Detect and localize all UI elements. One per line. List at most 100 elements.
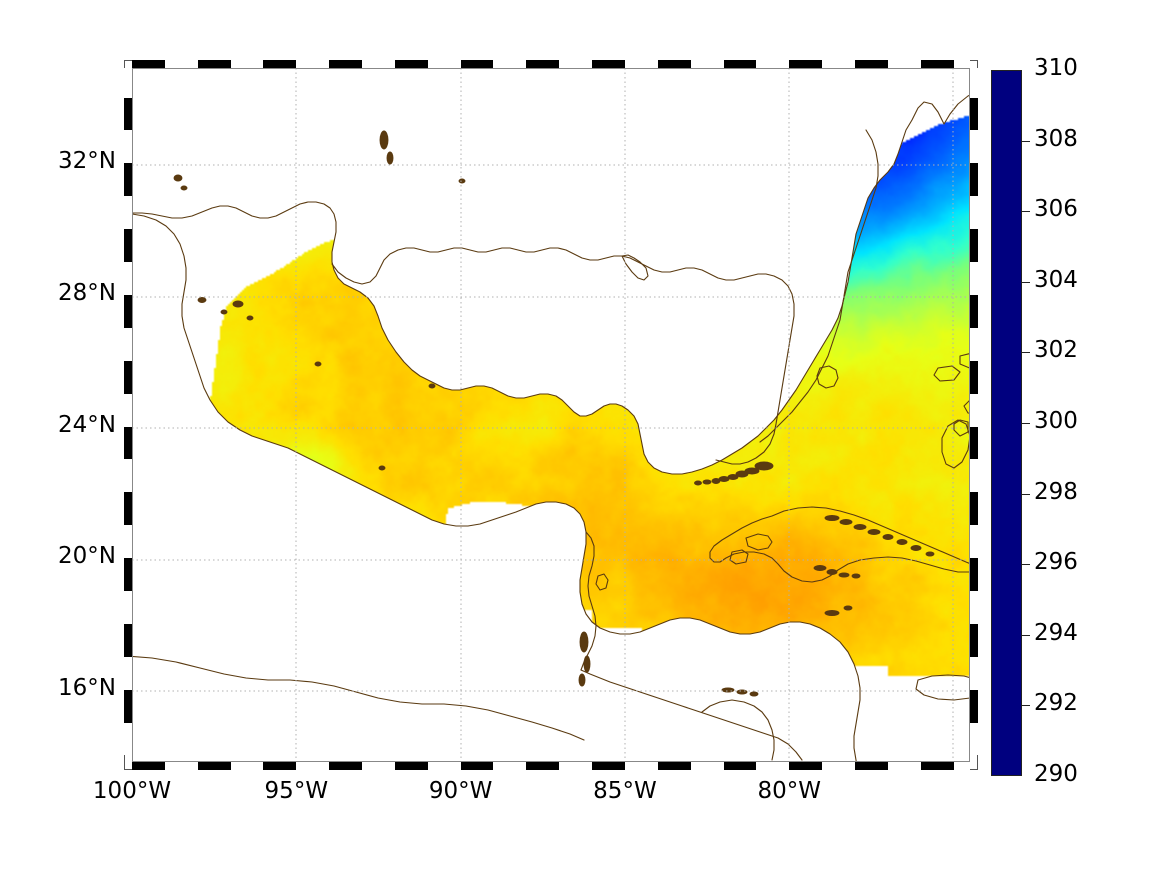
checker-left-0 [124, 722, 132, 756]
checker-left-9 [124, 426, 132, 460]
checker-right-19 [970, 97, 978, 131]
checker-left-12 [124, 327, 132, 361]
checker-left-3 [124, 623, 132, 657]
x-tick-label-4: 80°W [757, 778, 821, 804]
checker-left-18 [124, 130, 132, 164]
checker-left-19 [124, 97, 132, 131]
checker-bottom-19 [756, 762, 790, 770]
checker-bottom-15 [624, 762, 658, 770]
checker-left-13 [124, 294, 132, 328]
checker-top-5 [296, 60, 330, 68]
checker-right-11 [970, 360, 978, 394]
checker-top-4 [263, 60, 297, 68]
y-tick-label-0: 16°N [58, 674, 116, 701]
checker-right-8 [970, 459, 978, 493]
checker-right-4 [970, 590, 978, 624]
x-tick-label-3: 85°W [593, 778, 657, 804]
checker-right-5 [970, 558, 978, 591]
checker-right-6 [970, 525, 978, 559]
checker-left-2 [124, 656, 132, 690]
colorbar-label-304: 304 [1034, 266, 1078, 293]
checker-bottom-21 [822, 762, 855, 770]
checker-top-21 [822, 60, 855, 68]
y-tick-label-1: 20°N [58, 543, 116, 570]
checker-top-23 [887, 60, 921, 68]
checker-bottom-9 [427, 762, 461, 770]
colorbar-label-300: 300 [1034, 408, 1078, 434]
checker-left-17 [124, 163, 132, 197]
checker-left-8 [124, 459, 132, 493]
colorbar[interactable] [991, 70, 1022, 776]
checker-top-14 [592, 60, 625, 68]
colorbar-label-298: 298 [1034, 478, 1078, 505]
checker-bottom-1 [164, 762, 198, 770]
checker-left-15 [124, 229, 132, 263]
checker-bottom-12 [526, 762, 560, 770]
checker-left-6 [124, 525, 132, 559]
y-tick-label-3: 28°N [58, 279, 116, 306]
checker-top-8 [394, 60, 428, 68]
checker-right-0 [970, 722, 978, 756]
checker-right-1 [970, 689, 978, 723]
checker-bottom-4 [263, 762, 297, 770]
checker-bottom-2 [197, 762, 231, 770]
colorbar-tick-298 [1022, 493, 1030, 495]
colorbar-tick-308 [1022, 140, 1030, 142]
colorbar-tick-302 [1022, 352, 1030, 354]
checker-bottom-16 [657, 762, 691, 770]
checker-left-16 [124, 196, 132, 230]
colorbar-tick-300 [1022, 423, 1030, 424]
checker-right-13 [970, 294, 978, 328]
y-tick-label-4: 32°N [58, 148, 116, 175]
checker-bottom-5 [296, 762, 330, 770]
checker-bottom-10 [460, 762, 494, 770]
checker-top-7 [362, 60, 395, 68]
checker-top-18 [723, 60, 757, 68]
x-tick-label-0: 100°W [92, 778, 172, 804]
colorbar-label-296: 296 [1034, 549, 1078, 576]
colorbar-gradient [991, 70, 1022, 776]
colorbar-label-306: 306 [1034, 196, 1078, 223]
checker-bottom-14 [592, 762, 625, 770]
checker-right-17 [970, 163, 978, 197]
checker-right-12 [970, 327, 978, 361]
checker-right-20 [970, 68, 978, 98]
checker-top-3 [230, 60, 264, 68]
checker-bottom-8 [394, 762, 428, 770]
checker-left-14 [124, 262, 132, 295]
colorbar-label-290: 290 [1034, 761, 1078, 787]
checker-bottom-6 [329, 762, 363, 770]
checker-bottom-20 [789, 762, 823, 770]
checker-right-16 [970, 196, 978, 230]
checker-bottom-11 [493, 762, 527, 770]
checker-right-14 [970, 262, 978, 295]
checker-right-18 [970, 130, 978, 164]
checker-right-2 [970, 656, 978, 690]
checker-right-15 [970, 229, 978, 263]
checker-bottom-13 [559, 762, 593, 770]
colorbar-tick-292 [1022, 705, 1030, 707]
checker-top-25 [953, 60, 970, 68]
colorbar-tick-306 [1022, 211, 1030, 213]
checker-left-10 [124, 393, 132, 427]
checker-left-4 [124, 590, 132, 624]
checker-top-13 [559, 60, 593, 68]
checker-bottom-22 [854, 762, 888, 770]
checker-top-1 [164, 60, 198, 68]
checker-top-24 [920, 60, 954, 68]
checker-top-10 [460, 60, 494, 68]
colorbar-label-308: 308 [1034, 125, 1078, 152]
checker-right-10 [970, 393, 978, 427]
x-tick-label-2: 90°W [428, 778, 493, 804]
checker-top-0 [132, 60, 165, 68]
checker-right-9 [970, 426, 978, 460]
checker-top-2 [197, 60, 231, 68]
map-axes[interactable] [132, 68, 970, 762]
colorbar-label-294: 294 [1034, 619, 1078, 646]
checker-bottom-25 [953, 762, 970, 770]
checker-left-20 [124, 68, 132, 98]
checker-bottom-24 [920, 762, 954, 770]
checker-top-16 [657, 60, 691, 68]
checker-bottom-23 [887, 762, 921, 770]
